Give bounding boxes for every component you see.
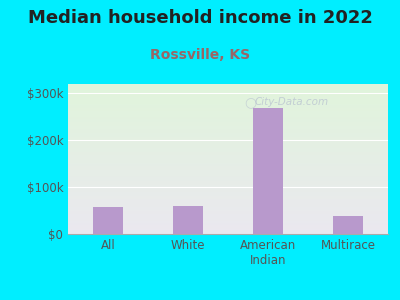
Bar [173,206,203,234]
Bar [93,207,123,234]
Text: Median household income in 2022: Median household income in 2022 [28,9,372,27]
Text: City-Data.com: City-Data.com [255,97,329,107]
Bar [333,216,363,234]
Text: ○: ○ [244,95,256,109]
Bar [253,108,283,234]
Text: Rossville, KS: Rossville, KS [150,48,250,62]
